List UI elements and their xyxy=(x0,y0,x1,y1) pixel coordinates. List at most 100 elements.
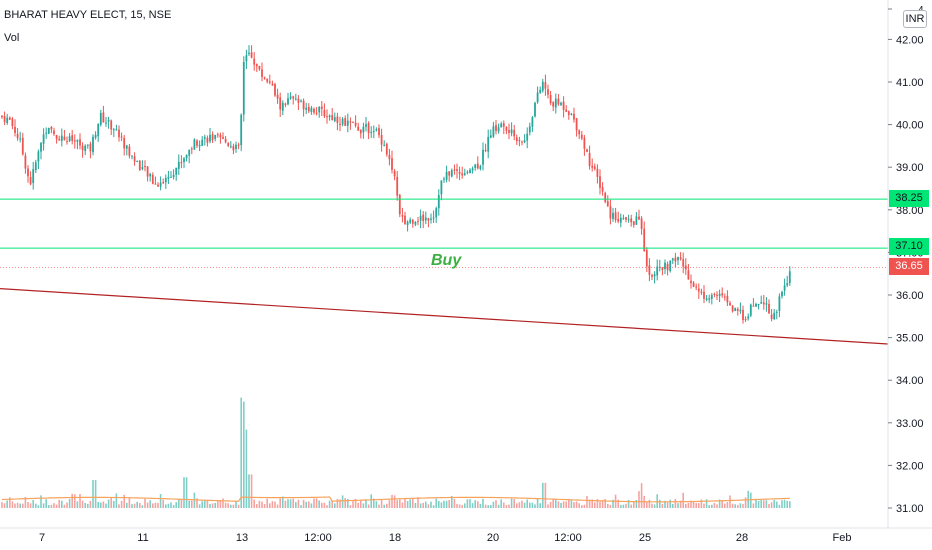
price-tick-label: 42.00 xyxy=(896,34,924,46)
candle-body xyxy=(333,117,336,122)
candle-body xyxy=(341,118,344,125)
candle-body xyxy=(692,282,695,287)
candle-body xyxy=(544,82,547,89)
candle-body xyxy=(781,291,783,297)
candle-body xyxy=(53,130,55,135)
volume-bar xyxy=(661,503,664,508)
volume-bar xyxy=(256,504,258,508)
candle-body xyxy=(406,221,409,226)
volume-bar xyxy=(11,501,14,508)
candle-body xyxy=(437,195,440,209)
volume-layer xyxy=(1,397,791,508)
volume-bar xyxy=(406,501,409,508)
candle-body xyxy=(534,102,536,117)
candle-body xyxy=(547,89,549,95)
drawing-layer[interactable] xyxy=(0,198,889,345)
volume-bar xyxy=(526,499,528,508)
candle-body xyxy=(630,218,633,223)
candle-body xyxy=(526,133,529,141)
candle-body xyxy=(141,166,144,170)
time-tick-label: 12:00 xyxy=(554,532,582,544)
volume-bar xyxy=(495,500,497,508)
volume-bar xyxy=(3,503,6,508)
candle-body xyxy=(115,129,118,131)
price-tick-label: 34.00 xyxy=(896,375,924,387)
volume-bar xyxy=(425,501,427,508)
volume-bar xyxy=(373,498,375,508)
candle-body xyxy=(19,138,22,140)
time-axis[interactable]: 7 11 13 12:00 18 20 12:00 25 28 Feb xyxy=(0,527,932,544)
candle-body xyxy=(68,136,71,142)
volume-bar xyxy=(89,501,92,508)
candle-body xyxy=(133,156,136,162)
candle-body xyxy=(625,217,627,220)
volume-bar xyxy=(518,502,521,508)
volume-bar xyxy=(261,501,263,508)
buy-annotation[interactable]: Buy xyxy=(431,252,462,269)
candle-body xyxy=(16,133,19,139)
volume-bar xyxy=(718,499,721,508)
volume-bar xyxy=(313,498,315,508)
candle-body xyxy=(609,206,612,219)
candle-body xyxy=(690,280,692,284)
candle-body xyxy=(391,158,393,170)
candle-body xyxy=(687,270,690,280)
volume-bar xyxy=(45,499,47,508)
time-tick-label: 11 xyxy=(137,532,148,544)
volume-bar xyxy=(16,502,19,508)
volume-bar xyxy=(362,503,365,508)
volume-bar xyxy=(458,504,461,508)
volume-bar xyxy=(705,499,708,508)
candle-body xyxy=(734,307,737,312)
candle-body xyxy=(318,106,321,113)
candle-body xyxy=(271,83,274,86)
volume-bar xyxy=(419,503,422,508)
candle-body xyxy=(411,219,414,224)
candle-body xyxy=(112,129,115,131)
candle-body xyxy=(40,142,42,152)
volume-bar xyxy=(497,504,500,508)
candle-body xyxy=(71,135,74,141)
volume-bar xyxy=(84,502,86,508)
candle-body xyxy=(619,217,622,223)
candle-body xyxy=(315,112,318,114)
candle-body xyxy=(209,134,211,142)
volume-bar xyxy=(266,498,268,508)
candle-body xyxy=(536,92,539,103)
volume-bar xyxy=(118,504,120,508)
volume-bar xyxy=(505,505,508,508)
volume-bar xyxy=(677,503,679,508)
volume-bar xyxy=(763,500,765,508)
volume-bar xyxy=(776,501,778,508)
volume-bar xyxy=(339,499,341,508)
volume-bar xyxy=(42,503,45,508)
volume-bar xyxy=(760,499,762,508)
volume-bar xyxy=(35,503,37,508)
candle-body xyxy=(172,174,175,178)
candle-body xyxy=(76,139,79,142)
volume-bar xyxy=(656,494,658,508)
candle-body xyxy=(749,304,752,316)
candle-body xyxy=(211,134,214,141)
candle-body xyxy=(487,136,490,152)
candle-body xyxy=(560,102,562,105)
candle-body xyxy=(586,149,588,152)
candle-body xyxy=(102,112,105,123)
candle-body xyxy=(292,96,295,99)
candle-body xyxy=(414,221,417,225)
candle-body xyxy=(679,257,682,260)
volume-bar xyxy=(105,503,107,508)
currency-badge[interactable]: INR xyxy=(903,10,927,28)
volume-bar xyxy=(479,503,482,508)
volume-bar xyxy=(568,498,570,508)
candle-body xyxy=(531,117,534,127)
candle-body xyxy=(276,94,279,99)
candle-body xyxy=(222,136,224,139)
candle-body xyxy=(367,123,370,134)
volume-bar xyxy=(669,499,671,508)
candle-body xyxy=(476,163,479,169)
volume-bar xyxy=(627,499,630,508)
candle-body xyxy=(177,161,180,169)
